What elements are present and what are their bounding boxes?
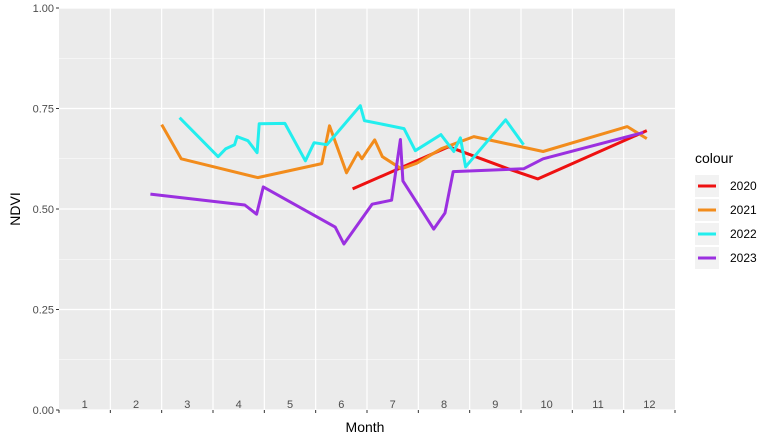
x-tick-label: 11: [592, 399, 603, 411]
series-lines: [150, 104, 648, 246]
x-tick-label: 7: [390, 399, 396, 411]
series-line-2020: [351, 129, 648, 191]
y-axis-title: NDVI: [7, 192, 23, 225]
y-tick-label: 0.50: [33, 204, 54, 216]
legend-title: colour: [695, 150, 733, 166]
x-tick-label: 6: [338, 399, 344, 411]
x-tick-label: 4: [236, 399, 242, 411]
x-tick-label: 12: [643, 399, 655, 411]
x-tick-label: 3: [184, 399, 190, 411]
y-tick-label: 0.00: [33, 405, 54, 417]
y-tick-label: 1.00: [33, 3, 54, 15]
x-tick-label: 5: [287, 399, 293, 411]
legend: colour 2020 2021 2022 2023: [695, 150, 757, 269]
legend-label-2023: 2023: [730, 251, 757, 265]
x-tick-label: 8: [441, 399, 447, 411]
x-tick-label: 1: [82, 399, 88, 411]
x-tick-label: 9: [492, 399, 498, 411]
series-line-2021: [160, 123, 648, 180]
legend-label-2020: 2020: [730, 179, 757, 193]
legend-label-2021: 2021: [730, 203, 757, 217]
y-tick-label: 0.75: [33, 104, 54, 116]
y-axis: 0.00 0.25 0.50 0.75 1.00: [33, 3, 59, 417]
series-line-2023: [150, 131, 644, 246]
series-line-2022: [178, 104, 525, 169]
x-tick-label: 10: [541, 399, 553, 411]
y-tick-label: 0.25: [33, 305, 54, 317]
x-axis-title: Month: [346, 419, 385, 435]
x-tick-label: 2: [133, 399, 139, 411]
legend-label-2022: 2022: [730, 227, 757, 241]
x-axis: 1 2 3 4 5 6 7 8 9 10 11 12: [58, 399, 676, 413]
